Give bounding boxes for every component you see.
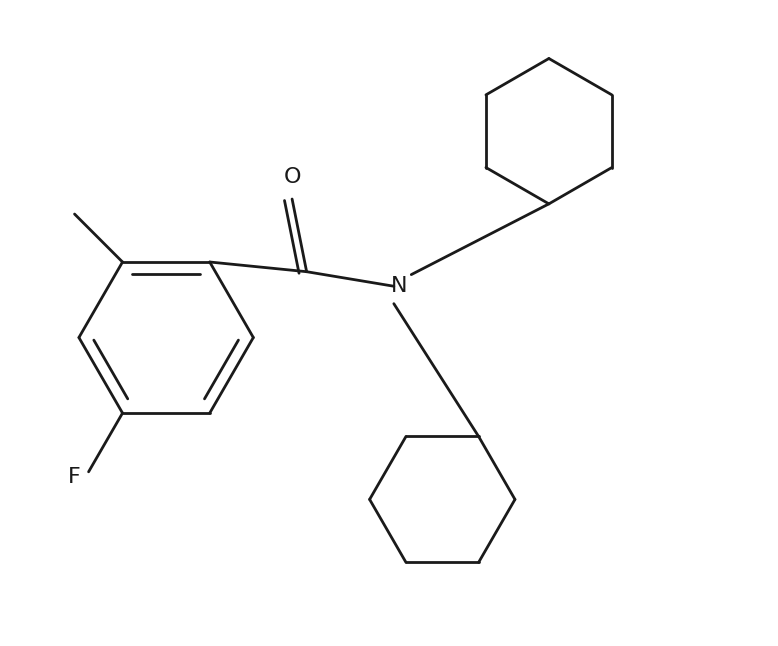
Text: O: O (283, 167, 301, 187)
Text: N: N (391, 276, 407, 297)
Text: F: F (68, 466, 81, 486)
